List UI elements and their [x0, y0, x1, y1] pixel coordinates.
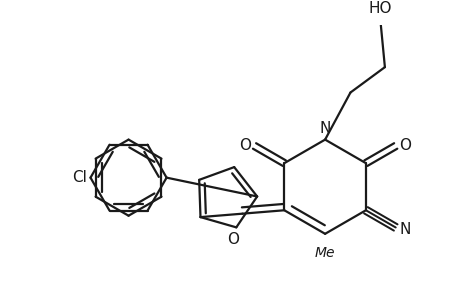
Text: Cl: Cl [72, 170, 87, 185]
Text: N: N [319, 121, 330, 136]
Text: O: O [238, 139, 250, 154]
Text: N: N [398, 222, 410, 237]
Text: Me: Me [314, 247, 335, 260]
Text: HO: HO [368, 2, 391, 16]
Text: O: O [398, 139, 410, 154]
Text: O: O [227, 232, 239, 247]
